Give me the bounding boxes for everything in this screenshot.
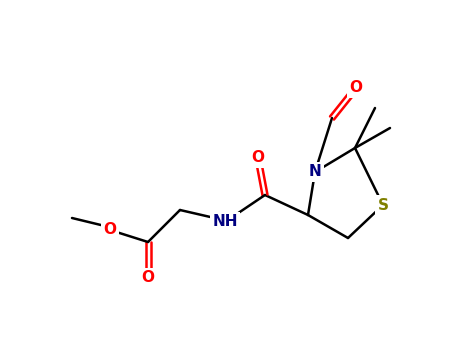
- Text: S: S: [378, 197, 389, 212]
- Text: O: O: [349, 80, 363, 96]
- Text: O: O: [252, 150, 264, 166]
- Text: O: O: [142, 271, 155, 286]
- Text: N: N: [308, 164, 321, 180]
- Text: NH: NH: [212, 215, 238, 230]
- Text: O: O: [103, 223, 116, 238]
